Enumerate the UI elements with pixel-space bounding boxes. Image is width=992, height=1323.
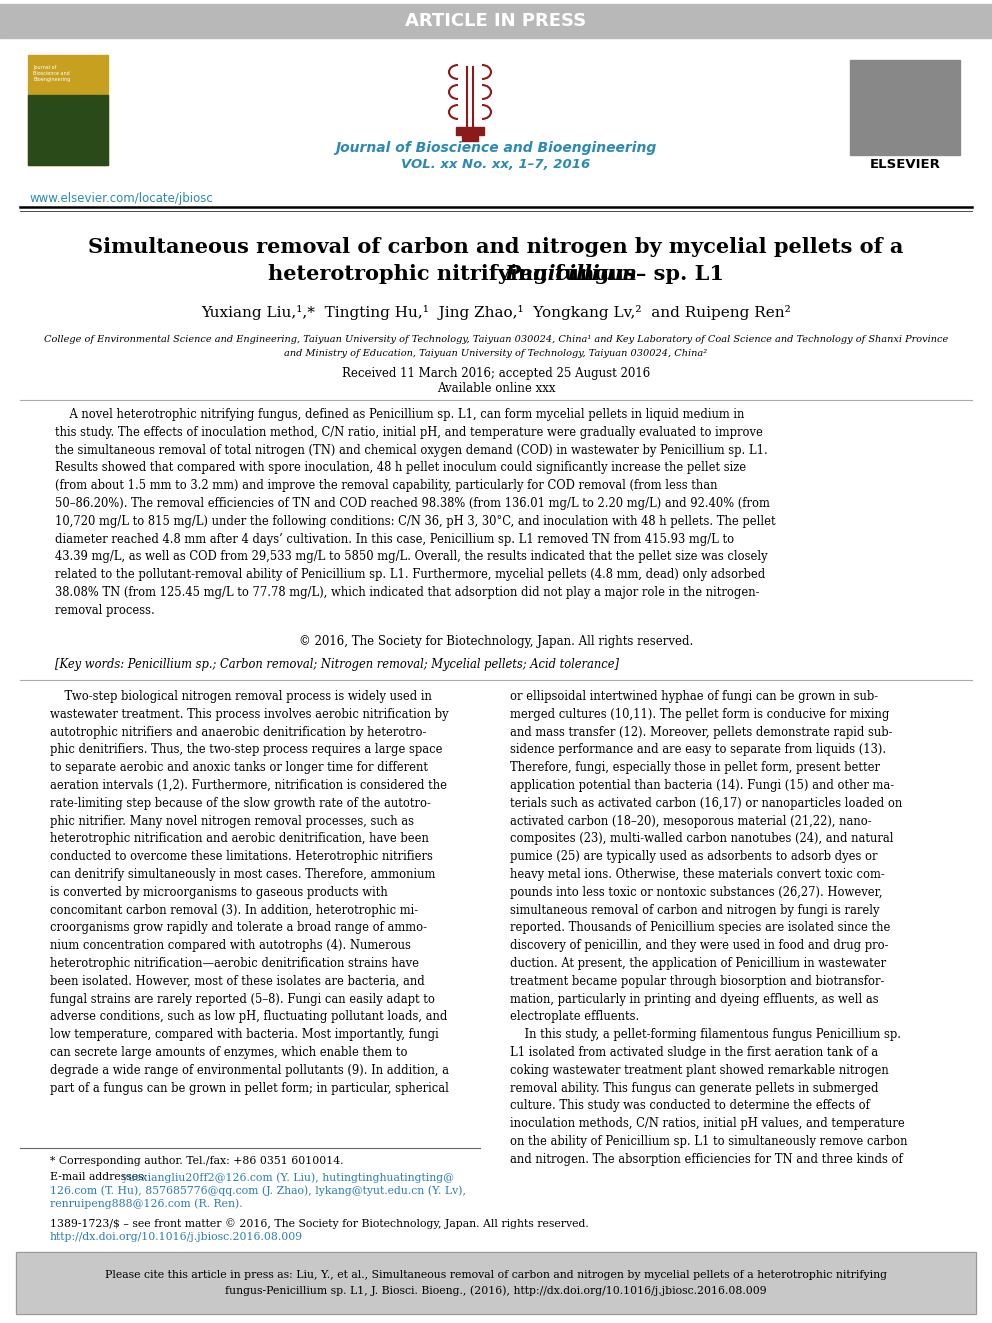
Text: Received 11 March 2016; accepted 25 August 2016: Received 11 March 2016; accepted 25 Augu… xyxy=(342,366,650,380)
Text: Penicillium: Penicillium xyxy=(505,265,638,284)
Text: heterotrophic nitrifying fungus–⁣⁣⁣⁣⁣⁣⁣⁣⁣⁣⁣ sp. L1: heterotrophic nitrifying fungus–⁣⁣⁣⁣⁣⁣⁣⁣… xyxy=(268,265,724,284)
Text: www.elsevier.com/locate/jbiosc: www.elsevier.com/locate/jbiosc xyxy=(30,192,213,205)
Text: Journal of Bioscience and Bioengineering: Journal of Bioscience and Bioengineering xyxy=(335,142,657,155)
Text: http://dx.doi.org/10.1016/j.jbiosc.2016.08.009: http://dx.doi.org/10.1016/j.jbiosc.2016.… xyxy=(50,1232,304,1242)
Text: Journal of
Bioscience and
Bioengineering: Journal of Bioscience and Bioengineering xyxy=(33,65,70,82)
Bar xyxy=(16,1252,976,1314)
Text: A novel heterotrophic nitrifying fungus, defined as Penicillium sp. L1, can form: A novel heterotrophic nitrifying fungus,… xyxy=(55,407,776,617)
Text: [Key words: Penicillium sp.; Carbon removal; Nitrogen removal; Mycelial pellets;: [Key words: Penicillium sp.; Carbon remo… xyxy=(55,658,619,671)
Text: College of Environmental Science and Engineering, Taiyuan University of Technolo: College of Environmental Science and Eng… xyxy=(44,336,948,344)
Bar xyxy=(462,135,478,142)
Text: renruipeng888@126.com (R. Ren).: renruipeng888@126.com (R. Ren). xyxy=(50,1199,243,1209)
Bar xyxy=(16,1252,976,1314)
Text: Simultaneous removal of carbon and nitrogen by mycelial pellets of a: Simultaneous removal of carbon and nitro… xyxy=(88,237,904,257)
Text: Please cite this article in press as: Liu, Y., et al., Simultaneous removal of c: Please cite this article in press as: Li… xyxy=(105,1270,887,1295)
Text: E-mail addresses:: E-mail addresses: xyxy=(50,1172,151,1181)
Text: and Ministry of Education, Taiyuan University of Technology, Taiyuan 030024, Chi: and Ministry of Education, Taiyuan Unive… xyxy=(285,349,707,359)
Bar xyxy=(456,127,484,135)
Text: Two-step biological nitrogen removal process is widely used in
wastewater treatm: Two-step biological nitrogen removal pro… xyxy=(50,691,449,1094)
Text: Yuxiang Liu,¹,*  Tingting Hu,¹  Jing Zhao,¹  Yongkang Lv,²  and Ruipeng Ren²: Yuxiang Liu,¹,* Tingting Hu,¹ Jing Zhao,… xyxy=(201,306,791,320)
Bar xyxy=(0,4,992,38)
Text: VOL. xx No. xx, 1–7, 2016: VOL. xx No. xx, 1–7, 2016 xyxy=(402,159,590,172)
Text: ELSEVIER: ELSEVIER xyxy=(870,159,940,172)
Text: 126.com (T. Hu), 857685776@qq.com (J. Zhao), lykang@tyut.edu.cn (Y. Lv),: 126.com (T. Hu), 857685776@qq.com (J. Zh… xyxy=(50,1185,466,1196)
Bar xyxy=(850,60,960,155)
Text: 1389-1723/$ – see front matter © 2016, The Society for Biotechnology, Japan. All: 1389-1723/$ – see front matter © 2016, T… xyxy=(50,1218,588,1229)
Text: or ellipsoidal intertwined hyphae of fungi can be grown in sub-
merged cultures : or ellipsoidal intertwined hyphae of fun… xyxy=(510,691,908,1166)
Text: © 2016, The Society for Biotechnology, Japan. All rights reserved.: © 2016, The Society for Biotechnology, J… xyxy=(299,635,693,648)
Bar xyxy=(28,95,108,165)
Text: * Corresponding author. Tel./fax: +86 0351 6010014.: * Corresponding author. Tel./fax: +86 03… xyxy=(50,1156,343,1166)
Text: Available online xxx: Available online xxx xyxy=(436,381,556,394)
Bar xyxy=(28,56,108,165)
Text: ARTICLE IN PRESS: ARTICLE IN PRESS xyxy=(406,12,586,30)
Text: yuexiangliu20ff2@126.com (Y. Liu), hutingtinghuatingting@: yuexiangliu20ff2@126.com (Y. Liu), hutin… xyxy=(122,1172,454,1183)
